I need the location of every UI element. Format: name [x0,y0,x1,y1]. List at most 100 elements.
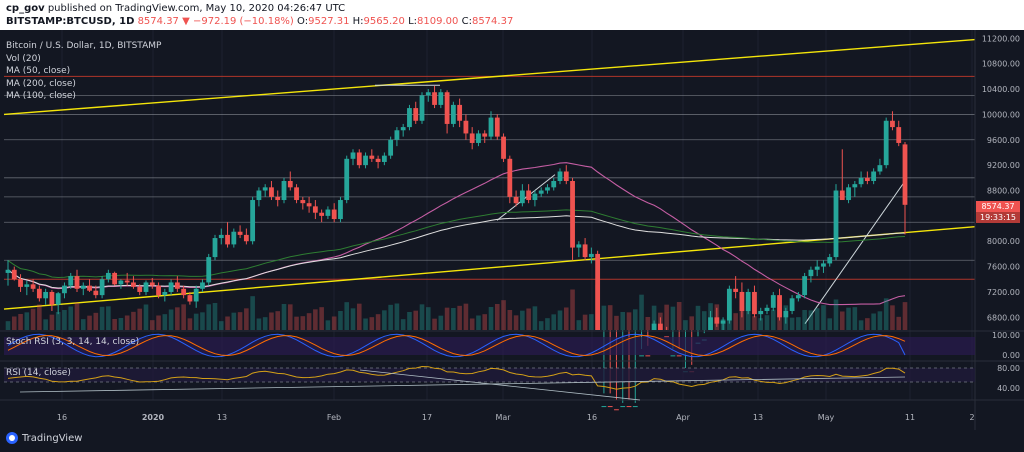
volume-bar [49,314,55,330]
publisher-line: cp_gov published on TradingView.com, May… [6,3,345,14]
candle-body [626,406,632,408]
candle-body [557,171,563,181]
candle-body [105,272,111,280]
stoch-tick-label: 0.00 [1002,351,1020,360]
volume-bar [37,304,42,330]
volume-bar [557,310,563,330]
candle-body [80,285,86,289]
candle-body [469,133,475,143]
candle-body [131,282,136,287]
volume-bar [388,304,393,330]
candle-body [651,323,657,330]
candle-body [632,406,638,408]
candle-body [68,276,74,286]
low-value: 8109.00 [417,16,459,27]
volume-bar [896,316,902,330]
candle-body [237,231,243,235]
candle-body [11,269,17,280]
volume-bar [858,320,864,330]
volume-bar [18,314,23,330]
candle-body [338,200,343,220]
publisher-name[interactable]: cp_gov [6,3,45,14]
volume-bar [225,316,230,330]
price-chart[interactable]: 11200.00 10800.00 10400.00 10000.00 9600.00 9… [0,30,1024,430]
candle-body [494,117,500,137]
price-tick-label: 8000.00 [987,237,1020,246]
candle-body [726,288,732,321]
volume-bar [664,304,669,330]
candle-body [457,104,463,121]
volume-bar [551,314,557,330]
candle-body [821,263,826,267]
legend-ma100[interactable]: MA (100, close) [6,91,76,101]
candle-body [614,409,619,411]
volume-bar [821,305,826,330]
candle-body [739,291,745,311]
candle-body [708,317,713,330]
candle-body [595,253,601,330]
volume-bar [745,303,751,330]
candle-body [312,206,318,213]
time-tick-label: Feb [327,413,341,422]
volume-bar [632,309,638,330]
candle-body [369,155,375,159]
candle-body [225,234,230,245]
candle-body [846,187,851,201]
volume-bar [300,316,306,330]
last-price-tag: 8574.37 [976,201,1020,212]
volume-bar [570,289,575,330]
candle-body [519,190,525,204]
candle-body [55,293,61,305]
rsi-label[interactable]: RSI (14, close) [6,368,71,378]
candle-body [143,282,149,292]
candle-body [30,284,36,289]
volume-bar [865,318,870,330]
volume-bar [143,304,149,330]
volume-bar [432,318,437,330]
close-value: 8574.37 [471,16,514,27]
upper-trendline [3,38,976,116]
volume-bar [538,321,544,330]
time-tick-label: 17 [422,413,432,422]
lower-trendline [3,225,976,310]
volume-bar [338,311,343,330]
candle-body [733,288,739,292]
volume-bar [488,307,494,330]
volume-bar [576,320,582,330]
legend-ma50[interactable]: MA (50, close) [6,66,71,76]
candle-body [808,269,814,277]
candle-body [87,285,92,291]
chart-legend: Bitcoin / U.S. Dollar, 1D, BITSTAMP Vol … [6,40,161,103]
volume-bar [344,302,350,330]
tradingview-brand[interactable]: TradingView [6,432,82,444]
candle-body [124,280,130,283]
candle-body [438,92,444,105]
volume-bar [507,310,513,330]
candle-body [306,203,312,207]
volume-bar [877,311,883,330]
volume-bar [689,316,695,330]
candle-body [858,177,864,185]
stoch-rsi-label[interactable]: Stoch RSI (3, 3, 14, 14, close) [6,337,140,347]
volume-bar [382,310,387,330]
volume-bar [62,310,67,330]
candle-body [381,155,387,162]
candle-body [99,279,105,296]
candle-body [770,295,776,308]
volume-bar [281,304,287,330]
volume-bar [275,311,281,330]
candle-body [582,244,588,258]
candle-body [363,155,368,166]
volume-bar [532,306,538,330]
candle-body [74,276,80,289]
candle-body [645,355,651,357]
volume-bar [5,321,11,330]
candle-body [676,355,682,357]
legend-volume[interactable]: Vol (20) [6,53,41,64]
price-tick-label: 8800.00 [987,187,1020,196]
legend-ma200[interactable]: MA (200, close) [6,78,76,89]
volume-bar [74,302,80,330]
candle-body [538,190,544,194]
volume-bar [463,303,469,330]
candle-body [476,133,481,143]
